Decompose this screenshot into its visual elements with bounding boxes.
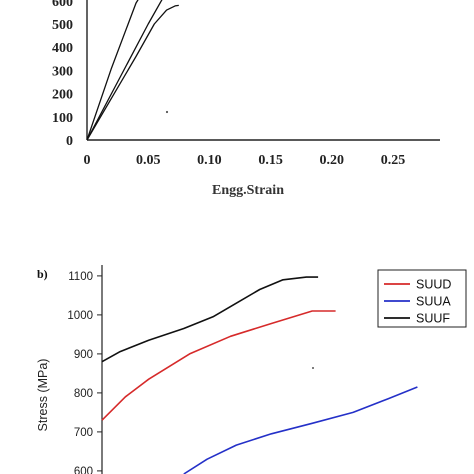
panel-a-x-tick-label: 0.25 bbox=[381, 153, 406, 168]
panel-b-y-tick-label: 900 bbox=[74, 349, 93, 361]
legend-label-suua: SUUA bbox=[416, 295, 451, 309]
panel-a-x-axis-label: Engg.Strain bbox=[212, 183, 284, 198]
panel-a-y-tick-label: 600 bbox=[52, 0, 73, 10]
panel-a-y-tick-label: 400 bbox=[52, 41, 73, 56]
panel-b-y-tick-label: 600 bbox=[74, 466, 93, 474]
series-line-suuf bbox=[101, 276, 319, 363]
panel-a-x-tick-label: 0 bbox=[84, 153, 91, 168]
panel-a-y-tick-label: 0 bbox=[66, 134, 73, 149]
panel-a-series-line bbox=[86, 4, 179, 141]
legend: SUUD SUUA SUUF bbox=[377, 269, 467, 328]
series-line-suua bbox=[183, 386, 418, 474]
panel-a-y-tick-label: 300 bbox=[52, 64, 73, 79]
panel-a-x-tick-label: 0.15 bbox=[258, 153, 283, 168]
panel-a-series-line bbox=[86, 0, 139, 141]
panel-b: b) 600 700 800 900 1000 1100 Stress (MPa) SUU… bbox=[36, 265, 467, 474]
panel-b-y-tick-label: 1000 bbox=[67, 310, 93, 322]
panel-a-y-tick-label: 500 bbox=[52, 18, 73, 33]
panel-a-y-tick-label: 100 bbox=[52, 111, 73, 126]
panel-a: 0 100 200 300 400 500 600 0 0.05 0.10 0.15 0.20 0.2… bbox=[52, 0, 440, 198]
legend-label-suuf: SUUF bbox=[416, 312, 450, 326]
panel-a-stray-dot bbox=[165, 110, 169, 114]
panel-b-y-tick-label: 800 bbox=[74, 388, 93, 400]
panel-b-stray-dot bbox=[312, 367, 314, 369]
series-line-suud bbox=[101, 310, 336, 421]
panel-a-y-tick-label: 200 bbox=[52, 88, 73, 103]
panel-b-letter: b) bbox=[37, 267, 48, 281]
legend-label-suud: SUUD bbox=[416, 278, 451, 292]
panel-a-x-tick-label: 0.20 bbox=[320, 153, 345, 168]
panel-b-y-tick-label: 700 bbox=[74, 427, 93, 439]
panel-a-x-tick-label: 0.10 bbox=[197, 153, 222, 168]
panel-a-series-line bbox=[86, 0, 163, 141]
panel-a-x-tick-label: 0.05 bbox=[136, 153, 161, 168]
panel-b-y-tick-label: 1100 bbox=[68, 271, 93, 283]
panel-b-y-axis-label: Stress (MPa) bbox=[36, 359, 50, 432]
